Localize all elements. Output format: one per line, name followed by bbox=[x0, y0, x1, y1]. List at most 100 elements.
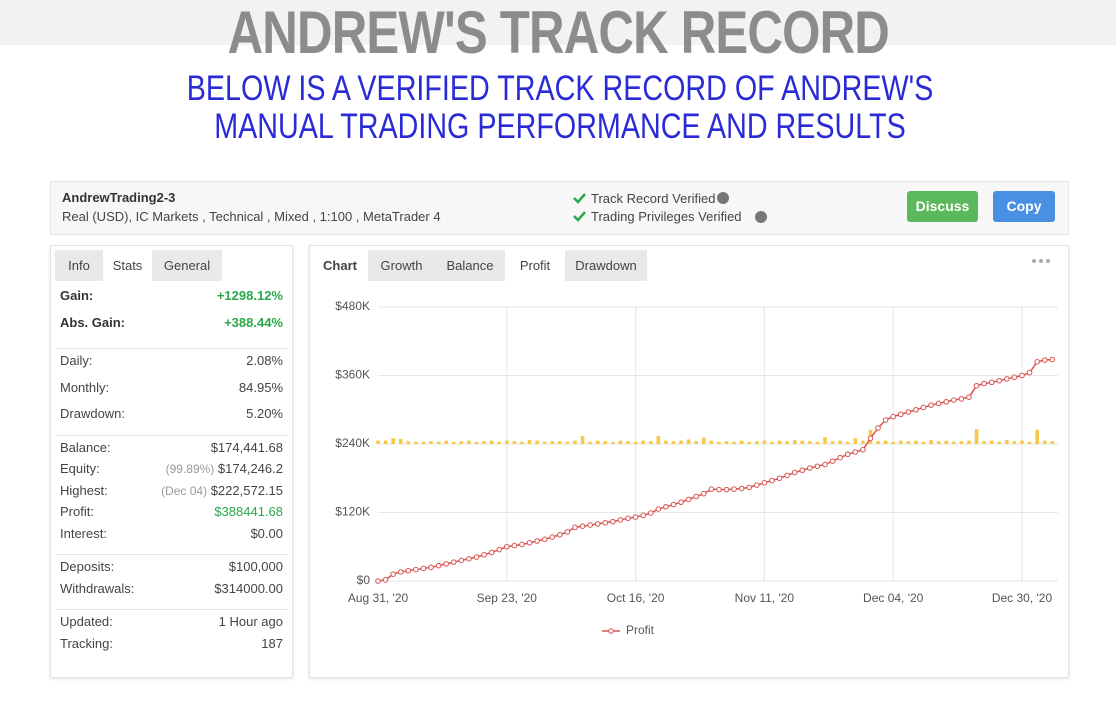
stat-value: $174,246.2 bbox=[217, 461, 283, 476]
bar bbox=[830, 441, 835, 444]
bar bbox=[580, 436, 585, 444]
bar bbox=[603, 441, 608, 444]
chart-tab[interactable]: Drawdown bbox=[565, 250, 647, 281]
bar bbox=[898, 440, 903, 444]
profit-point bbox=[519, 541, 525, 548]
account-name[interactable]: AndrewTrading2-3 bbox=[62, 190, 176, 205]
stat-value: 1 Hour ago bbox=[218, 614, 283, 629]
profit-point bbox=[511, 542, 518, 549]
bar bbox=[542, 441, 547, 444]
profit-point bbox=[420, 565, 427, 572]
chart-tab[interactable]: Growth bbox=[368, 250, 435, 281]
bar bbox=[656, 436, 661, 444]
stat-value: +1298.12% bbox=[216, 288, 283, 303]
stat-value-wrap: 1 Hour ago bbox=[219, 614, 283, 629]
y-tick-label: $480K bbox=[335, 299, 370, 313]
profit-point bbox=[594, 521, 601, 527]
bar bbox=[762, 440, 767, 444]
stat-row: Balance: $174,441.68 bbox=[60, 440, 283, 455]
bar bbox=[891, 441, 895, 444]
profit-point bbox=[1041, 357, 1048, 363]
profit-point bbox=[882, 417, 889, 423]
stat-label: Abs. Gain: bbox=[60, 315, 126, 330]
profit-point bbox=[375, 578, 381, 584]
profit-point bbox=[951, 397, 957, 403]
separator bbox=[55, 609, 288, 610]
bar bbox=[664, 440, 668, 444]
bar bbox=[952, 441, 956, 444]
profit-point bbox=[579, 523, 586, 530]
profit-point bbox=[397, 569, 404, 575]
separator bbox=[55, 554, 288, 555]
copy-button[interactable]: Copy bbox=[993, 191, 1055, 222]
profit-point bbox=[754, 482, 760, 488]
profit-point bbox=[405, 567, 412, 574]
header-band bbox=[0, 0, 1116, 45]
bar bbox=[588, 441, 592, 444]
profit-point bbox=[572, 524, 578, 531]
profit-point bbox=[791, 469, 798, 476]
verification: Track Record Verified bbox=[591, 191, 716, 206]
page-subtitle-text: BELOW IS A VERIFIED TRACK RECORD OF ANDR… bbox=[186, 69, 934, 146]
bar bbox=[376, 440, 380, 444]
chart-tab[interactable]: Chart bbox=[312, 250, 368, 281]
profit-point bbox=[981, 380, 987, 387]
profit-point bbox=[443, 561, 449, 567]
chart-tab[interactable]: Profit bbox=[505, 250, 565, 281]
stat-row: Drawdown: 5.20% bbox=[60, 406, 283, 421]
bar bbox=[936, 441, 941, 444]
bar bbox=[845, 441, 850, 444]
stat-label: Profit: bbox=[60, 504, 94, 519]
profit-point bbox=[655, 506, 662, 512]
separator bbox=[55, 435, 288, 436]
bar bbox=[861, 440, 865, 444]
x-tick-label: Dec 04, '20 bbox=[863, 591, 924, 605]
stat-value: $314000.00 bbox=[214, 581, 283, 596]
profit-point bbox=[844, 451, 851, 458]
discuss-button[interactable]: Discuss bbox=[907, 191, 978, 222]
profit-point bbox=[966, 394, 972, 400]
bar bbox=[459, 441, 464, 444]
bar bbox=[391, 438, 395, 444]
stat-value: $0.00 bbox=[250, 526, 283, 541]
bar bbox=[414, 441, 418, 444]
stat-label: Gain: bbox=[60, 288, 94, 303]
profit-point bbox=[988, 379, 995, 386]
stats-tab[interactable]: Info bbox=[55, 250, 103, 281]
page-subtitle: BELOW IS A VERIFIED TRACK RECORD OF ANDR… bbox=[90, 70, 1030, 146]
stats-tab[interactable]: General bbox=[152, 250, 222, 281]
legend-marker bbox=[608, 628, 614, 634]
bar bbox=[739, 440, 744, 444]
profit-point bbox=[769, 477, 775, 484]
stat-note: (99.89%) bbox=[165, 462, 215, 476]
profit-point bbox=[602, 519, 609, 526]
profit-point bbox=[640, 512, 646, 519]
stat-row: Deposits: $100,000 bbox=[60, 559, 283, 574]
profit-point bbox=[973, 382, 980, 389]
bar bbox=[777, 440, 782, 444]
profit-point bbox=[1004, 376, 1010, 382]
bar bbox=[997, 441, 1002, 444]
account-details: Real (USD), IC Markets , Technical , Mix… bbox=[62, 209, 441, 224]
bar bbox=[921, 441, 926, 444]
stat-value: $174,441.68 bbox=[210, 440, 283, 455]
profit-point bbox=[928, 402, 934, 408]
account-bar: AndrewTrading2-3 Real (USD), IC Markets … bbox=[50, 181, 1069, 235]
bar bbox=[876, 441, 880, 444]
profit-point bbox=[905, 409, 912, 415]
bar bbox=[747, 441, 752, 444]
profit-point bbox=[496, 546, 503, 553]
stat-row: Interest: $0.00 bbox=[60, 526, 283, 541]
bar bbox=[838, 440, 842, 444]
stat-value-wrap: +388.44% bbox=[224, 315, 283, 330]
bar bbox=[1042, 440, 1047, 444]
profit-point bbox=[860, 446, 866, 453]
bar bbox=[792, 440, 797, 444]
chart-tab[interactable]: Balance bbox=[435, 250, 505, 281]
menu-dots[interactable] bbox=[1030, 256, 1054, 266]
chart-panel: $0 $120K $240K $360K $480K Aug 31, '20 Sep 23,… bbox=[309, 245, 1069, 678]
check-icons bbox=[573, 193, 586, 222]
bar bbox=[406, 441, 411, 444]
stats-tab[interactable]: Stats bbox=[103, 250, 152, 281]
